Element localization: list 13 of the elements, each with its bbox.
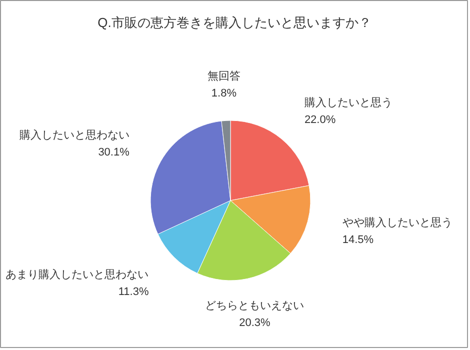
- chart-title: Q.市販の恵方巻きを購入したいと思いますか？: [98, 15, 372, 30]
- slice-label: どちらともいえない: [205, 300, 304, 312]
- slice-label: やや購入したいと思う: [342, 216, 452, 230]
- slice-label: 無回答: [207, 70, 240, 83]
- data-label: 11.3%: [118, 286, 149, 298]
- slice-label: 購入したいと思わない: [19, 128, 130, 142]
- data-label: 20.3%: [239, 316, 271, 329]
- slice-label: 購入したいと思う: [304, 96, 392, 110]
- data-label: 22.0%: [304, 114, 336, 126]
- data-label: 30.1%: [98, 146, 130, 159]
- slice-label: あまり購入したいと思わない: [6, 268, 149, 281]
- data-label: 14.5%: [342, 234, 374, 246]
- data-label: 1.8%: [211, 88, 237, 100]
